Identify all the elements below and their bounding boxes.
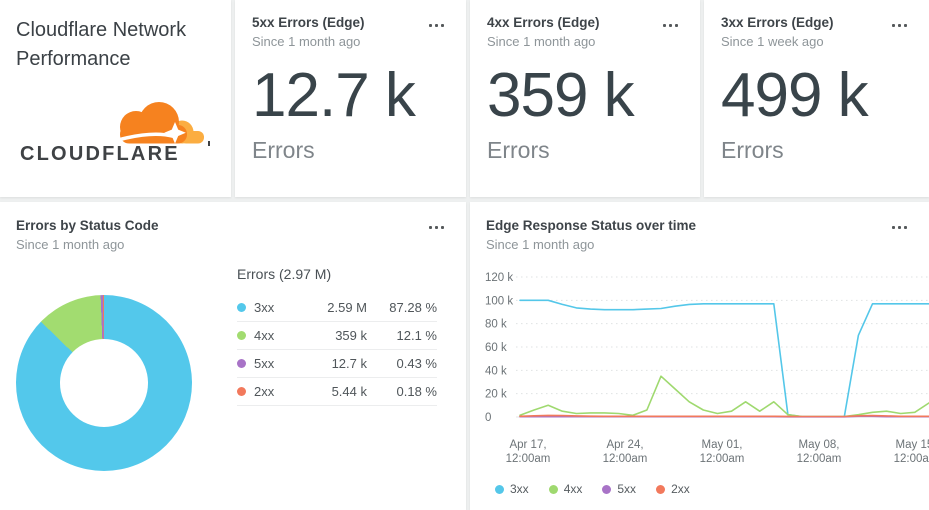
legend-label: 5xx <box>617 482 637 496</box>
menu-ellipsis-icon[interactable] <box>429 24 444 27</box>
row-label: 5xx <box>254 356 275 371</box>
svg-text:12:00am: 12:00am <box>603 453 648 465</box>
page-title: Cloudflare Network Performance <box>16 19 187 70</box>
series-dot-icon <box>237 331 246 340</box>
stat-card-4xx-errors: 4xx Errors (Edge) Since 1 month ago 359 … <box>470 0 700 197</box>
cloudflare-wordmark: CLOUDFLARE <box>20 143 180 165</box>
legend-item-4xx[interactable]: 4xx <box>548 482 583 496</box>
row-value: 5.44 k <box>331 384 367 399</box>
svg-text:0: 0 <box>485 412 491 424</box>
row-label: 2xx <box>254 384 275 399</box>
card-subtitle: Since 1 month ago <box>252 34 361 49</box>
svg-text:80 k: 80 k <box>485 319 507 331</box>
svg-text:12:00am: 12:00am <box>894 453 929 465</box>
card-title: Errors by Status Code <box>16 218 159 233</box>
line-chart: 0 20 k 40 k 60 k 80 k 100 k 120 k Apr 17, 12:00a… <box>485 272 929 465</box>
legend-label: 2xx <box>671 482 690 496</box>
card-title: Edge Response Status over time <box>486 218 697 233</box>
svg-text:Apr 17,: Apr 17, <box>509 439 546 451</box>
svg-text:12:00am: 12:00am <box>506 453 551 465</box>
legend-label: 3xx <box>510 482 529 496</box>
svg-text:60 k: 60 k <box>485 342 507 354</box>
stat-card-5xx-errors: 5xx Errors (Edge) Since 1 month ago 12.7… <box>235 0 466 197</box>
card-title: 4xx Errors (Edge) <box>487 15 600 30</box>
errors-by-status-code-card: Errors by Status Code Since 1 month ago … <box>0 202 466 510</box>
series-dot-icon <box>602 484 612 494</box>
row-percent: 0.43 % <box>396 356 437 371</box>
series-dot-icon <box>237 359 246 368</box>
menu-ellipsis-icon[interactable] <box>663 24 678 27</box>
menu-ellipsis-icon[interactable] <box>429 226 444 229</box>
svg-text:12:00am: 12:00am <box>700 453 745 465</box>
card-title: 3xx Errors (Edge) <box>721 15 834 30</box>
chart-legend: 3xx 4xx 5xx 2xx <box>495 482 690 496</box>
svg-text:20 k: 20 k <box>485 389 507 401</box>
series-dot-icon <box>495 484 504 494</box>
svg-text:40 k: 40 k <box>485 365 507 377</box>
donut-hole <box>60 339 148 427</box>
row-percent: 0.18 % <box>396 384 437 399</box>
svg-text:120 k: 120 k <box>485 272 513 284</box>
legend-item-5xx[interactable]: 5xx <box>602 482 636 496</box>
row-value: 2.59 M <box>327 300 367 315</box>
series-dot-icon <box>548 484 558 494</box>
row-label: 4xx <box>254 328 275 343</box>
legend-item-2xx[interactable]: 2xx <box>656 482 690 496</box>
row-label: 3xx <box>254 300 275 315</box>
stat-value: 12.7 k <box>252 61 416 130</box>
edge-response-status-card: Edge Response Status over time Since 1 m… <box>470 202 929 510</box>
stat-unit-label: Errors <box>252 137 315 163</box>
svg-text:May 08,: May 08, <box>799 439 840 451</box>
legend-item-3xx[interactable]: 3xx <box>495 482 529 496</box>
table-header: Errors (2.97 M) <box>237 266 332 282</box>
card-subtitle: Since 1 month ago <box>16 237 125 252</box>
card-title: 5xx Errors (Edge) <box>252 15 365 30</box>
stat-value: 499 k <box>721 61 869 130</box>
stat-unit-label: Errors <box>721 137 784 163</box>
row-value: 12.7 k <box>331 356 367 371</box>
table-row[interactable]: 5xx 12.7 k 0.43 % <box>237 350 437 378</box>
row-percent: 12.1 % <box>396 328 437 343</box>
row-percent: 87.28 % <box>389 300 437 315</box>
svg-text:12:00am: 12:00am <box>797 453 842 465</box>
legend-label: 4xx <box>563 482 583 496</box>
series-dot-icon <box>237 303 246 312</box>
menu-ellipsis-icon[interactable] <box>892 24 907 27</box>
stat-unit-label: Errors <box>487 137 550 163</box>
menu-ellipsis-icon[interactable] <box>892 226 907 229</box>
series-dot-icon <box>237 387 246 396</box>
stat-value: 359 k <box>487 61 635 130</box>
donut-legend-table: Errors (2.97 M) 3xx 2.59 M 87.28 % 4xx 3… <box>237 266 437 406</box>
dashboard-title-card: Cloudflare Network Performance CLOUDFLAR… <box>0 0 231 197</box>
svg-text:May 15,: May 15, <box>896 439 929 451</box>
table-row[interactable]: 4xx 359 k 12.1 % <box>237 322 437 350</box>
cloudflare-logo: CLOUDFLARE <box>16 89 214 168</box>
svg-text:Apr 24,: Apr 24, <box>606 439 643 451</box>
table-row[interactable]: 2xx 5.44 k 0.18 % <box>237 378 437 406</box>
svg-text:100 k: 100 k <box>485 295 513 307</box>
row-value: 359 k <box>335 328 367 343</box>
svg-text:May 01,: May 01, <box>702 439 743 451</box>
series-dot-icon <box>656 484 666 494</box>
table-row[interactable]: 3xx 2.59 M 87.28 % <box>237 294 437 322</box>
card-subtitle: Since 1 month ago <box>486 237 595 252</box>
stat-card-3xx-errors: 3xx Errors (Edge) Since 1 week ago 499 k… <box>704 0 929 197</box>
card-subtitle: Since 1 week ago <box>721 34 824 49</box>
donut-chart <box>16 295 192 471</box>
cloudflare-logo-icon: CLOUDFLARE <box>20 102 210 165</box>
card-subtitle: Since 1 month ago <box>487 34 596 49</box>
